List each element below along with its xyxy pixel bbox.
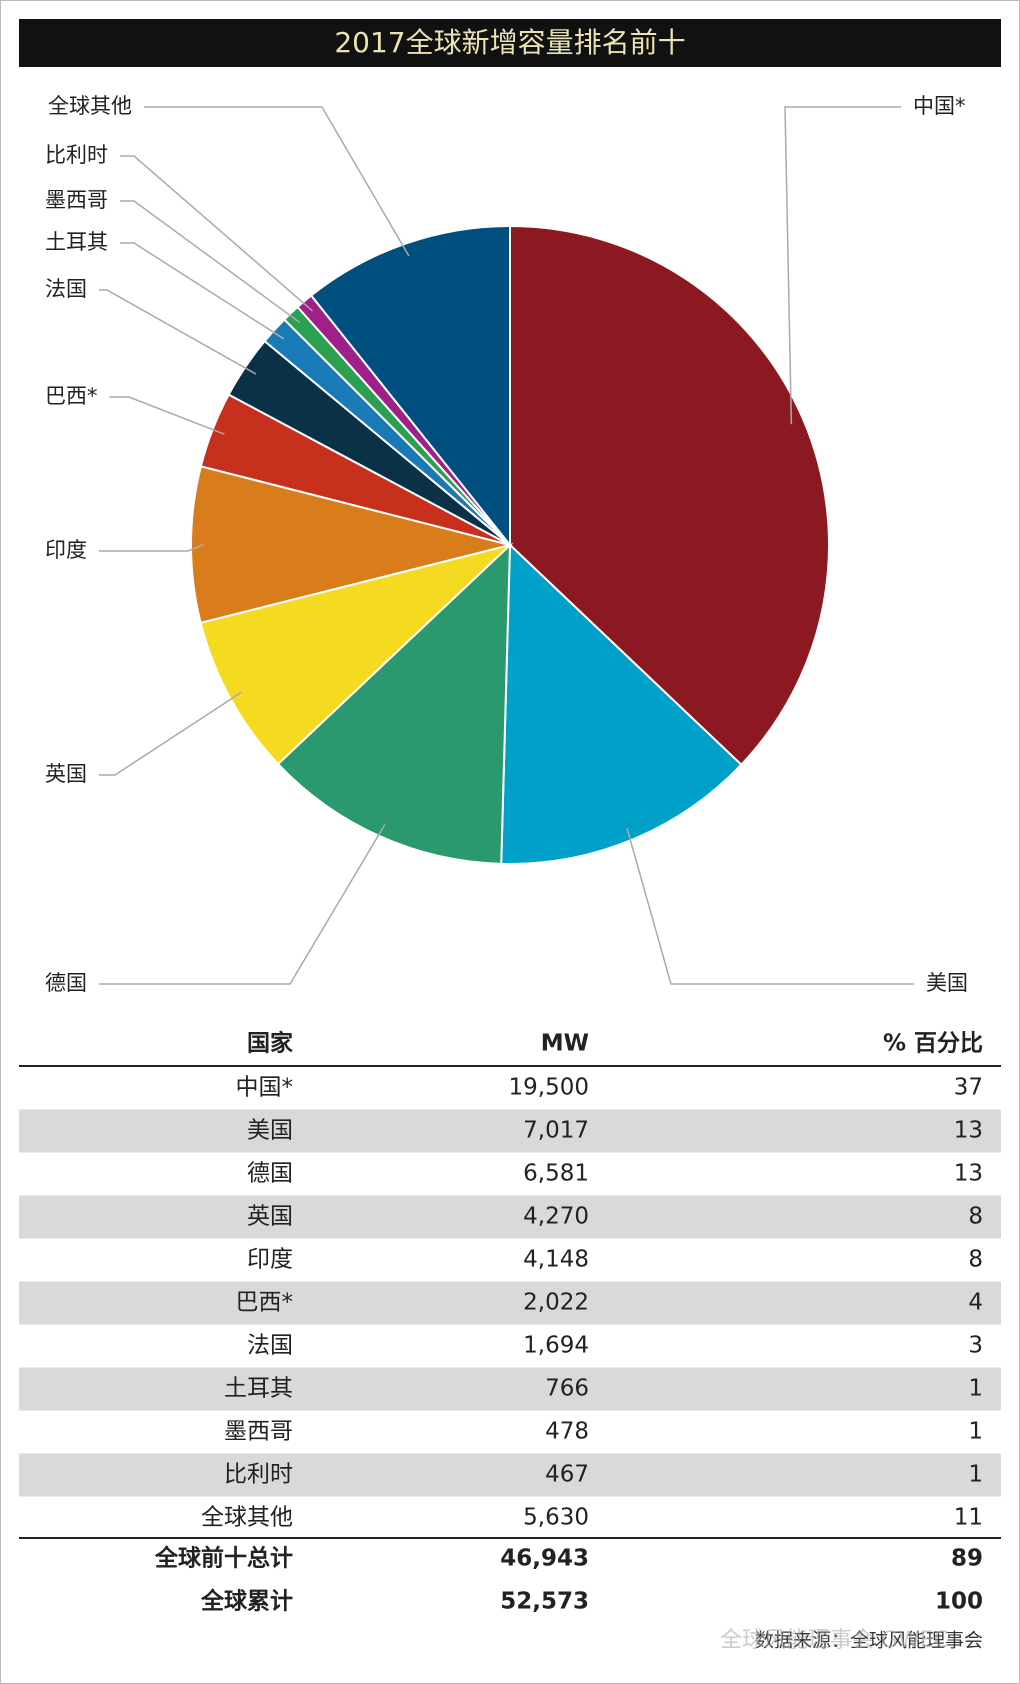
pie-slice [199, 543, 514, 766]
row-band [19, 1109, 1001, 1153]
percent-cell: 4 [968, 1290, 983, 1316]
mw-cell: 478 [545, 1419, 589, 1445]
slice-label: 英国 [45, 762, 87, 786]
chart-title: 2017全球新增容量排名前十 [334, 26, 685, 59]
slice-label: 美国 [926, 971, 968, 995]
leader-line [784, 106, 901, 425]
mw-cell: 6,581 [523, 1161, 589, 1187]
leader-line [99, 691, 242, 776]
total-mw: 52,573 [500, 1589, 589, 1615]
total-percent: 100 [935, 1589, 983, 1615]
leader-line [99, 824, 386, 985]
country-cell: 中国* [236, 1075, 294, 1101]
slice-label: 法国 [45, 277, 87, 301]
leader-line [120, 242, 285, 340]
percent-cell: 11 [954, 1505, 983, 1531]
slice-label: 全球其他 [48, 94, 132, 118]
percent-cell: 1 [968, 1419, 983, 1445]
leader-line [99, 543, 205, 552]
percent-cell: 1 [968, 1462, 983, 1488]
slice-label: 德国 [45, 971, 87, 995]
country-cell: 法国 [247, 1333, 293, 1359]
total-label: 全球累计 [200, 1588, 293, 1615]
leader-line [99, 289, 257, 375]
percent-cell: 13 [954, 1161, 983, 1187]
country-cell: 巴西* [236, 1290, 294, 1316]
slice-label: 印度 [45, 538, 87, 562]
total-label: 全球前十总计 [154, 1545, 293, 1572]
percent-cell: 3 [968, 1333, 983, 1359]
percent-cell: 8 [968, 1204, 983, 1230]
slice-label: 比利时 [45, 143, 108, 167]
percent-cell: 1 [968, 1376, 983, 1402]
slice-label: 巴西* [45, 384, 98, 408]
row-band [19, 1453, 1001, 1497]
leader-line [120, 155, 314, 312]
table-header: MW [541, 1031, 589, 1057]
mw-cell: 766 [545, 1376, 589, 1402]
source: 数据来源：全球风能理事会 [755, 1630, 983, 1652]
mw-cell: 467 [545, 1462, 589, 1488]
pie-slice [309, 224, 511, 548]
row-band [19, 1367, 1001, 1411]
mw-cell: 1,694 [523, 1333, 589, 1359]
country-cell: 土耳其 [224, 1376, 293, 1402]
leader-line [120, 200, 301, 324]
leader-line [109, 396, 225, 435]
table-header: 国家 [247, 1030, 293, 1057]
slice-label: 中国* [913, 94, 966, 118]
total-percent: 89 [951, 1546, 983, 1572]
row-band [19, 1281, 1001, 1325]
pie-slice [276, 542, 512, 865]
country-cell: 印度 [247, 1247, 293, 1273]
country-cell: 美国 [247, 1118, 293, 1144]
country-cell: 英国 [247, 1204, 293, 1230]
title-bar [19, 19, 1001, 67]
country-cell: 墨西哥 [224, 1419, 293, 1445]
percent-cell: 13 [954, 1118, 983, 1144]
watermark: 全球风能理事会 GWEC [720, 1628, 949, 1653]
mw-cell: 19,500 [509, 1075, 589, 1101]
mw-cell: 7,017 [523, 1118, 589, 1144]
slice-label: 土耳其 [45, 230, 108, 254]
leader-line [626, 827, 914, 985]
percent-cell: 37 [954, 1075, 983, 1101]
percent-cell: 8 [968, 1247, 983, 1273]
mw-cell: 5,630 [523, 1505, 589, 1531]
mw-cell: 4,270 [523, 1204, 589, 1230]
row-band [19, 1195, 1001, 1239]
pie-slice [190, 465, 511, 625]
leader-line [144, 106, 410, 257]
country-cell: 比利时 [224, 1462, 293, 1488]
mw-cell: 2,022 [523, 1290, 589, 1316]
country-cell: 全球其他 [201, 1505, 293, 1531]
total-mw: 46,943 [500, 1546, 589, 1572]
pie-slice [500, 542, 743, 865]
mw-cell: 4,148 [523, 1247, 589, 1273]
country-cell: 德国 [247, 1161, 293, 1187]
pie-slice [509, 224, 830, 767]
table-header: % 百分比 [883, 1031, 983, 1057]
slice-label: 墨西哥 [45, 188, 108, 212]
